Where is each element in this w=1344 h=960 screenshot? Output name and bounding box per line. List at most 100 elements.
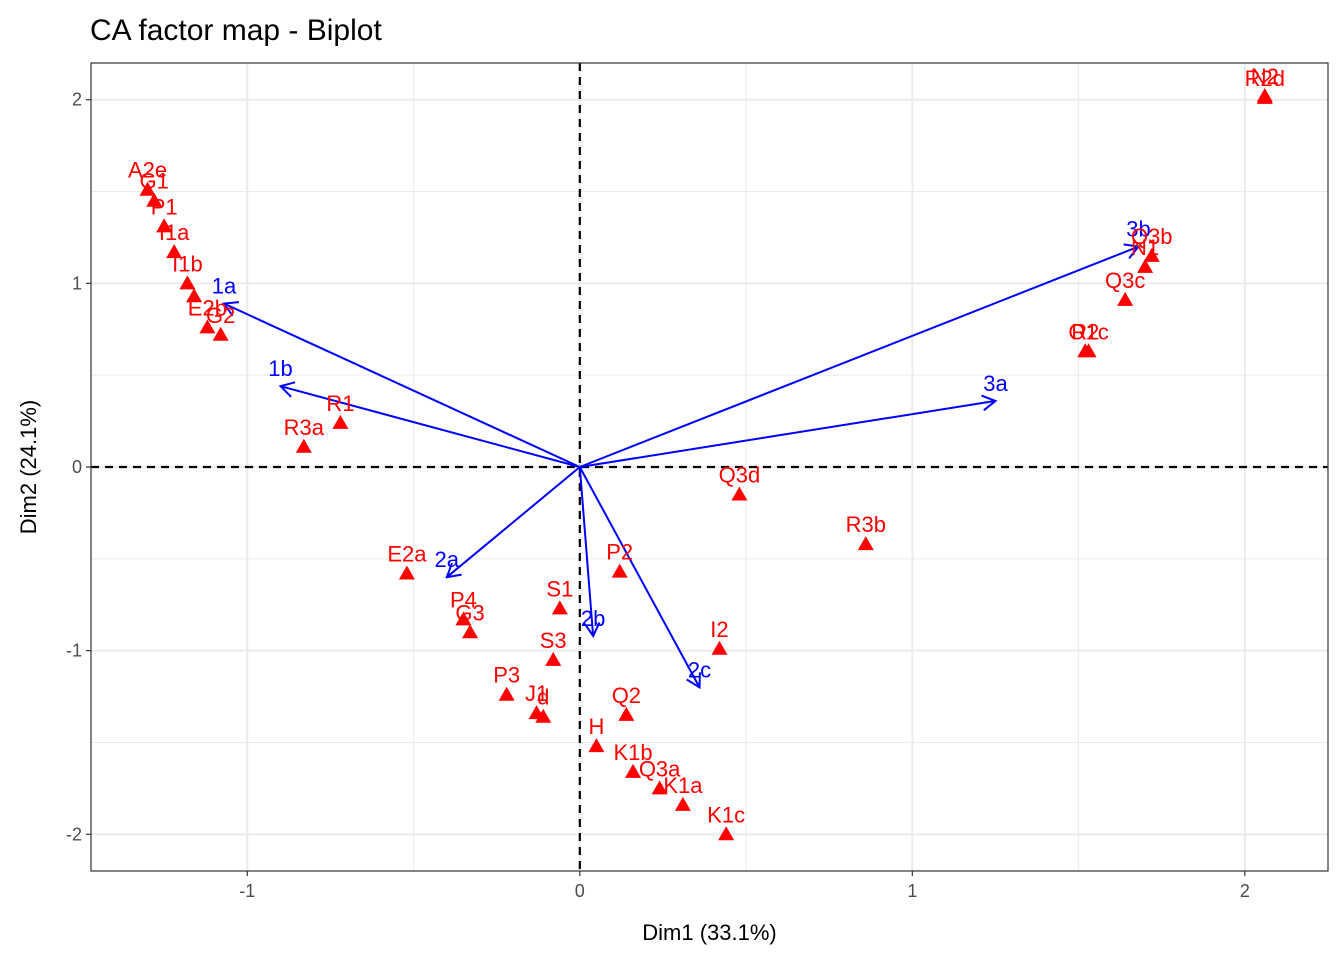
row-point: A2e [128, 158, 167, 196]
point-label: S1 [546, 576, 573, 601]
point-label: I1b [172, 251, 203, 276]
triangle-marker [146, 192, 163, 207]
arrow-shaft [446, 466, 581, 578]
triangle-marker [1137, 258, 1154, 273]
row-point: E2b [188, 295, 227, 334]
triangle-marker [625, 763, 642, 778]
point-label: P4 [450, 587, 477, 612]
row-point: K1a [663, 773, 703, 811]
point-label: G1 [140, 169, 169, 194]
arrow-shaft [578, 466, 595, 637]
point-label: G3 [455, 600, 484, 625]
triangle-marker [711, 640, 728, 655]
column-arrow: 2b [578, 466, 605, 638]
arrow-head [686, 672, 701, 690]
point-label: N2 [1251, 64, 1279, 89]
point-label: S3 [540, 628, 567, 653]
point-label: P3 [493, 663, 520, 688]
arrow-head [278, 381, 296, 398]
triangle-marker [618, 706, 635, 721]
row-point: K1c [707, 802, 745, 841]
triangle-marker [166, 244, 183, 259]
point-label: R2 [1071, 319, 1099, 344]
row-point: Q3a [639, 756, 681, 795]
point-label: Q2 [612, 683, 641, 708]
row-point: G1 [140, 169, 169, 207]
y-axis-title: Dim2 (24.1%) [16, 400, 41, 534]
triangle-marker [398, 565, 415, 580]
column-arrow: 3a [579, 371, 1008, 468]
row-point: R3b [846, 512, 886, 551]
triangle-marker [588, 738, 605, 753]
arrow-head [1123, 243, 1141, 260]
arrow-label: 2a [435, 547, 460, 572]
x-tick-label: -1 [239, 881, 255, 901]
row-point [186, 288, 203, 303]
x-tick-label: 1 [907, 881, 917, 901]
triangle-marker [295, 438, 312, 453]
triangle-marker [1080, 343, 1097, 358]
arrow-label: 2b [581, 606, 605, 631]
point-label: I1a [159, 220, 190, 245]
triangle-marker [1143, 247, 1160, 262]
x-tick-label: 2 [1240, 881, 1250, 901]
point-label: K1c [707, 802, 745, 827]
triangle-marker [545, 651, 562, 666]
row-point: Q3c [1105, 268, 1145, 306]
row-point: Q3d [719, 463, 760, 501]
triangle-marker [718, 826, 735, 841]
row-point: R2d [1245, 66, 1285, 104]
row-point: Q3b [1131, 224, 1173, 262]
triangle-marker [156, 218, 173, 233]
point-label: E2a [387, 542, 427, 567]
point-label: Q3c [1105, 268, 1145, 293]
point-label: J1 [525, 681, 548, 706]
reference-lines [91, 63, 1328, 871]
column-arrow: 1a [212, 274, 581, 468]
row-point: O1c [1068, 319, 1109, 358]
triangle-marker [551, 600, 568, 615]
arrow-shaft [579, 245, 1139, 468]
point-label: O1c [1068, 319, 1108, 344]
point-label: R3b [846, 512, 886, 537]
point-label: d [537, 685, 549, 710]
triangle-marker [674, 796, 691, 811]
row-point: K1b [613, 740, 653, 778]
column-arrow: 1b [268, 356, 581, 468]
axis-ticks: -1 0 1 2 -2 -1 0 1 2 [66, 90, 1250, 901]
row-point: P4 [450, 587, 477, 626]
y-tick-label: 0 [72, 457, 82, 477]
triangle-marker [179, 275, 196, 290]
triangle-marker [199, 319, 216, 334]
triangle-marker [332, 414, 349, 429]
arrow-head [222, 301, 240, 317]
triangle-marker [462, 624, 479, 639]
triangle-marker [1256, 89, 1273, 104]
row-point: I1a [159, 220, 190, 259]
point-label: Q3b [1131, 224, 1173, 249]
y-tick-label: 1 [72, 273, 82, 293]
y-tick-label: -2 [66, 824, 82, 844]
triangle-marker [731, 486, 748, 501]
point-label: A2e [128, 158, 167, 183]
triangle-marker [1117, 291, 1134, 306]
arrow-head [445, 562, 462, 579]
column-arrow: 2a [435, 466, 581, 579]
row-point: P2 [606, 540, 633, 578]
triangle-marker [212, 326, 229, 341]
column-arrow: 2c [578, 466, 711, 690]
triangle-marker [186, 288, 203, 303]
triangle-marker [857, 536, 874, 551]
point-label: I2 [710, 617, 728, 642]
arrow-label: 1a [212, 274, 237, 299]
x-axis-title: Dim1 (33.1%) [642, 920, 776, 945]
x-tick-label: 0 [575, 881, 585, 901]
row-point: d [535, 685, 552, 723]
point-label: R3a [284, 415, 325, 440]
row-point: P3 [493, 663, 520, 701]
row-point: R1 [326, 391, 354, 429]
row-point: G2 [206, 303, 235, 341]
row-point: G3 [455, 600, 485, 639]
point-label: P2 [606, 540, 633, 565]
